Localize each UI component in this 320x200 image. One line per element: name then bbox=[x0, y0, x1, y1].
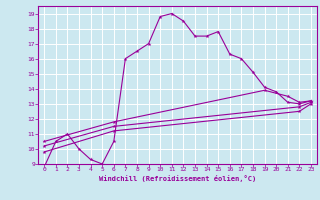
X-axis label: Windchill (Refroidissement éolien,°C): Windchill (Refroidissement éolien,°C) bbox=[99, 175, 256, 182]
